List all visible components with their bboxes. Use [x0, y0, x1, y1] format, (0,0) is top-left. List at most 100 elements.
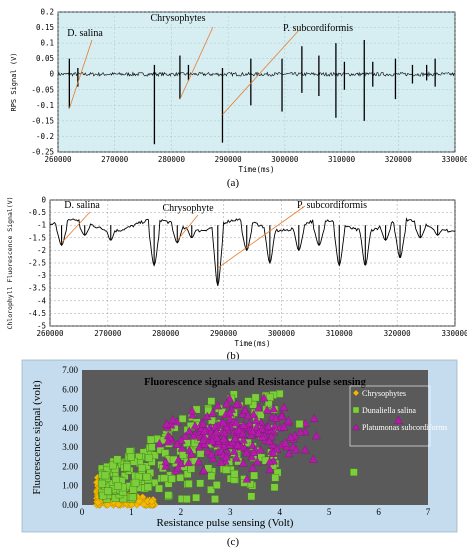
data-point: [248, 426, 258, 436]
data-point: [178, 414, 187, 423]
annotation-label: P. subcordiformis: [283, 23, 353, 34]
annotation-label: D. salina: [64, 200, 100, 211]
data-point: [275, 390, 284, 398]
y-tick-label: -5: [37, 322, 46, 331]
annotation-arrow: [217, 205, 306, 269]
data-point: [262, 405, 272, 414]
data-point: [219, 434, 229, 443]
data-point: [259, 393, 269, 402]
x-tick-label: 1: [129, 507, 134, 517]
x-tick-label: 270000: [94, 329, 122, 338]
x-tick-label: 280000: [152, 329, 180, 338]
data-point: [295, 420, 304, 428]
data-point: [222, 399, 231, 408]
data-point: [200, 426, 209, 435]
data-point: [99, 491, 108, 500]
data-point: [128, 493, 137, 502]
data-point: [189, 431, 198, 440]
plot-area: [57, 11, 456, 153]
annotation-arrow: [176, 214, 199, 241]
data-point: [162, 419, 171, 428]
data-point: [257, 424, 267, 433]
data-point: [94, 498, 102, 507]
data-point: [271, 473, 280, 482]
panel-label-b: (b): [227, 350, 240, 362]
data-point: [249, 447, 259, 456]
x-tick-label: 320000: [384, 329, 412, 338]
data-point: [142, 473, 151, 481]
y-tick-label: -3: [37, 271, 46, 280]
data-point: [213, 481, 221, 489]
x-tick-label: 5: [327, 507, 332, 517]
y-tick-label: -0.1: [36, 101, 54, 110]
data-point: [185, 480, 193, 488]
data-point: [286, 432, 296, 441]
annotation-label: Chrysophytes: [151, 13, 206, 24]
y-tick-label: 2.00: [62, 461, 78, 471]
y-tick-label: 3.00: [62, 442, 78, 452]
data-point: [239, 420, 249, 429]
data-point: [225, 393, 234, 403]
y-tick-label: 4.00: [62, 423, 78, 433]
y-tick-label: 1.00: [62, 481, 78, 491]
data-point: [212, 433, 222, 442]
data-point: [187, 464, 196, 473]
data-point: [393, 415, 403, 424]
data-point: [146, 435, 155, 444]
data-point: [113, 482, 122, 490]
data-point: [251, 393, 260, 402]
y-tick-label: -0.2: [36, 132, 54, 141]
data-point: [222, 466, 231, 474]
data-point: [109, 461, 117, 470]
data-point: [155, 484, 163, 493]
data-point: [196, 449, 205, 458]
y-tick-label: -1: [37, 221, 46, 230]
y-tick-label: -0.15: [31, 116, 54, 125]
data-point: [172, 439, 182, 448]
data-point: [225, 408, 235, 417]
data-point: [291, 445, 301, 454]
data-point: [147, 443, 156, 451]
data-point: [160, 474, 169, 482]
data-point: [188, 410, 197, 419]
data-point: [248, 463, 257, 472]
y-axis-label: RPS Signal (V): [10, 52, 18, 111]
data-point: [207, 485, 215, 494]
x-axis-label: Time(ms): [238, 165, 274, 174]
data-point: [192, 493, 200, 502]
data-point: [242, 448, 251, 457]
chart-legend: Chrysophytes Dunaliella salina Platumonas …: [349, 385, 448, 447]
data-point: [144, 454, 153, 462]
data-point: [196, 423, 206, 432]
annotation-label: Chrysophyte: [162, 203, 214, 214]
annotation-arrow: [179, 26, 214, 100]
data-point: [250, 471, 258, 480]
x-tick-label: 300000: [271, 155, 299, 164]
data-point: [161, 457, 171, 466]
x-tick-label: 4: [277, 507, 282, 517]
data-point: [256, 445, 265, 454]
data-point: [352, 423, 360, 431]
data-point: [97, 479, 106, 488]
chart-rps-signal: 260000 270000 280000 290000 300000 310000 3200…: [10, 8, 467, 175]
data-point: [308, 454, 318, 463]
x-tick-label: 6: [376, 507, 381, 517]
y-tick-label: -2: [37, 246, 46, 255]
data-point: [279, 402, 289, 411]
data-point: [161, 461, 171, 470]
x-tick-label: 330000: [441, 155, 467, 164]
chart-title: Fluorescence signals and Resistance puls…: [144, 377, 367, 388]
data-point: [211, 495, 219, 503]
annotation-label: D. salina: [67, 28, 103, 39]
y-tick-label: 0: [41, 196, 46, 205]
y-axis-label: Chlorophyll Fluorescence Signal(V): [6, 196, 14, 329]
legend-label: Platumonas subcordiforms: [362, 423, 448, 432]
x-tick-label: 260000: [36, 329, 64, 338]
data-point: [199, 465, 209, 474]
data-point: [147, 497, 156, 506]
data-point: [212, 427, 221, 436]
data-point: [254, 428, 263, 437]
annotation-arrow: [61, 211, 91, 244]
data-point: [352, 389, 360, 397]
legend-box: [349, 385, 431, 447]
